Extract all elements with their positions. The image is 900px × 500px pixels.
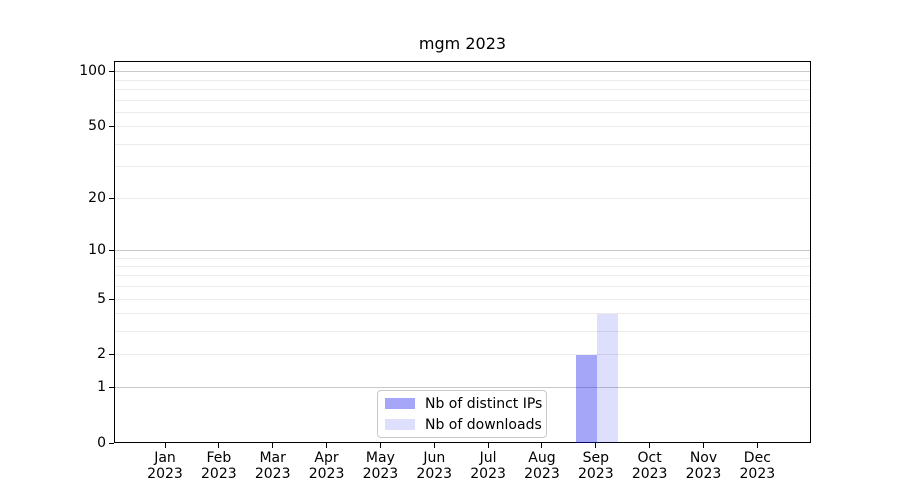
y-tick <box>109 197 114 199</box>
major-gridline <box>115 387 810 389</box>
minor-gridline <box>115 99 810 101</box>
x-tick <box>433 443 435 448</box>
chart-title: mgm 2023 <box>418 34 507 53</box>
x-tick-label-sep: Sep 2023 <box>577 450 614 482</box>
legend-swatch-downloads <box>385 419 415 430</box>
legend-entry-downloads: Nb of downloads <box>385 414 542 435</box>
y-tick-label: 50 <box>88 118 106 135</box>
x-tick-label-jun: Jun 2023 <box>416 450 453 482</box>
minor-gridline <box>115 126 810 128</box>
y-tick-label: 5 <box>97 290 106 307</box>
x-tick <box>218 443 220 448</box>
y-tick-label: 0 <box>97 435 106 451</box>
x-tick-label-nov: Nov 2023 <box>685 450 722 482</box>
y-tick-label: 100 <box>79 63 106 80</box>
x-tick-label-may: May 2023 <box>362 450 399 482</box>
legend-swatch-distinct-ips <box>385 398 415 409</box>
minor-gridline <box>115 313 810 315</box>
minor-gridline <box>115 298 810 300</box>
x-tick <box>595 443 597 448</box>
minor-gridline <box>115 197 810 199</box>
bar-sep-downloads <box>596 314 618 443</box>
y-tick-label: 2 <box>97 346 106 363</box>
y-tick <box>109 126 114 128</box>
x-tick <box>487 443 489 448</box>
minor-gridline <box>115 79 810 81</box>
minor-gridline <box>115 257 810 259</box>
x-tick <box>541 443 543 448</box>
minor-gridline <box>115 331 810 333</box>
minor-gridline <box>115 275 810 277</box>
x-tick <box>326 443 328 448</box>
x-tick <box>756 443 758 448</box>
minor-gridline <box>115 286 810 288</box>
bar-sep-distinct-ips <box>575 355 597 443</box>
legend: Nb of distinct IPs Nb of downloads <box>377 390 547 438</box>
x-tick-label-feb: Feb 2023 <box>201 450 237 482</box>
legend-label-downloads: Nb of downloads <box>425 416 542 433</box>
x-tick <box>649 443 651 448</box>
x-tick-label-dec: Dec 2023 <box>739 450 776 482</box>
y-tick <box>109 443 114 444</box>
major-gridline <box>115 71 810 73</box>
x-tick-label-apr: Apr 2023 <box>308 450 345 482</box>
minor-gridline <box>115 143 810 145</box>
x-tick-label-jan: Jan 2023 <box>147 450 183 482</box>
plot-area <box>114 61 811 443</box>
legend-entry-distinct-ips: Nb of distinct IPs <box>385 393 543 414</box>
x-tick <box>272 443 274 448</box>
y-tick-label: 10 <box>88 241 106 258</box>
y-tick <box>109 387 114 389</box>
y-tick <box>109 249 114 251</box>
x-tick <box>164 443 166 448</box>
y-tick <box>109 298 114 300</box>
minor-gridline <box>115 354 810 356</box>
y-tick-label: 20 <box>88 189 106 206</box>
major-gridline <box>115 249 810 251</box>
x-tick-label-oct: Oct 2023 <box>631 450 668 482</box>
y-tick-label: 1 <box>97 379 106 396</box>
y-tick <box>109 71 114 73</box>
minor-gridline <box>115 166 810 168</box>
minor-gridline <box>115 265 810 267</box>
legend-label-distinct-ips: Nb of distinct IPs <box>425 395 543 412</box>
minor-gridline <box>115 88 810 90</box>
x-tick <box>703 443 704 448</box>
x-tick-label-aug: Aug 2023 <box>524 450 560 482</box>
x-tick-label-jul: Jul 2023 <box>470 450 506 482</box>
x-tick <box>379 443 381 448</box>
x-tick-label-mar: Mar 2023 <box>254 450 291 482</box>
minor-gridline <box>115 111 810 113</box>
y-tick <box>109 354 114 356</box>
